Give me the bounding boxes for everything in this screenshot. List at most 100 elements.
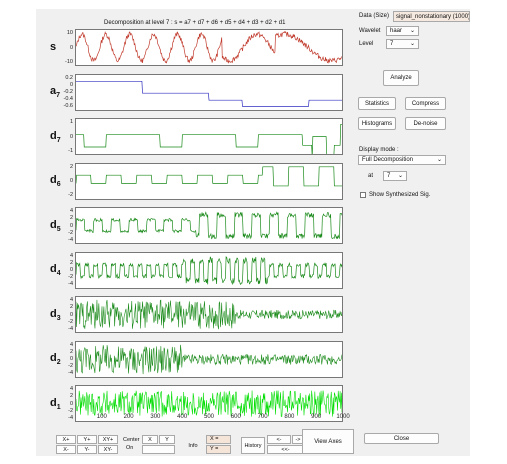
signal-line [76, 166, 342, 186]
panel-label-subscript: 1 [56, 403, 61, 411]
panel-signal-trace [76, 80, 342, 107]
panel-d6[interactable] [75, 162, 343, 200]
panel-label-text: d [50, 307, 57, 320]
y-tick-label: 10 [66, 30, 73, 37]
info-label: Info [188, 442, 198, 449]
wavelet-1d-window: Decomposition at level 7 : s = a7 + d7 +… [36, 9, 470, 456]
panel-d1[interactable] [75, 385, 343, 422]
y-tick-label: 1 [69, 119, 73, 126]
zoom-y-minus-button[interactable]: Y- [77, 445, 97, 454]
level-select[interactable]: 7 ⌄ [386, 39, 419, 49]
y-tick-label: -2 [68, 192, 73, 199]
at-level-select[interactable]: 7 ⌄ [383, 171, 407, 181]
panel-signal-trace [76, 123, 342, 154]
history-reset-button[interactable]: <<- [267, 445, 304, 454]
x-readout: X = [206, 435, 231, 444]
panel-label: d3 [50, 307, 61, 324]
chevron-down-icon: ⌄ [409, 41, 415, 47]
y-tick-label: 4 [69, 386, 73, 393]
x-tick-label: 700 [257, 414, 268, 420]
y-tick-label: 0 [69, 81, 73, 88]
panel-signal-trace [76, 390, 342, 417]
y-readout: Y = [206, 445, 231, 454]
panel-label-text: d [50, 218, 57, 231]
x-tick-label: 600 [230, 414, 241, 420]
y-tick-label: 0.2 [65, 74, 73, 81]
y-tick-label: -2 [68, 318, 73, 325]
y-tick-label: -0.2 [63, 89, 73, 95]
display-mode-label: Display mode : [359, 147, 399, 153]
y-tick-label: -4 [68, 370, 73, 377]
plot-area: Decomposition at level 7 : s = a7 + d7 +… [36, 9, 355, 425]
y-tick-label: 0 [69, 356, 73, 362]
panel-d4[interactable] [75, 251, 343, 289]
panel-d2[interactable] [75, 340, 343, 378]
compress-button[interactable]: Compress [405, 97, 446, 110]
center-x-button[interactable]: X [142, 435, 158, 444]
panel-signal-trace [76, 344, 342, 374]
zoom-x-minus-button[interactable]: X- [56, 445, 76, 454]
chevron-down-icon: ⌄ [397, 173, 403, 179]
analyze-button[interactable]: Analyze [383, 70, 419, 86]
history-button[interactable]: History [241, 437, 265, 454]
center-on-label: On [126, 445, 134, 451]
show-synthesized-label: Show Synthesized Sig. [369, 192, 431, 198]
signal-line [76, 255, 342, 285]
history-back-button[interactable]: <- [267, 435, 291, 444]
panel-signal-trace [76, 30, 342, 64]
y-tick-label: 2 [69, 259, 73, 266]
wavelet-select[interactable]: haar ⌄ [386, 26, 419, 36]
panel-label-subscript: 5 [56, 225, 61, 233]
control-panel: Data (Size) signal_nonstationary (1000) … [355, 9, 470, 456]
show-synthesized-checkbox[interactable] [360, 192, 366, 198]
y-tick-label: 2 [69, 163, 73, 170]
y-tick-label: 4 [69, 297, 73, 304]
signal-line [76, 344, 342, 374]
denoise-button[interactable]: De-noise [405, 117, 446, 130]
histograms-button[interactable]: Histograms [358, 117, 396, 130]
chevron-down-icon: ⌄ [436, 157, 442, 163]
zoom-x-plus-button[interactable]: X+ [56, 435, 76, 444]
y-tick-label: -4 [68, 414, 73, 421]
zoom-xy-plus-button[interactable]: XY+ [98, 435, 118, 444]
panel-label-subscript: 6 [56, 181, 61, 189]
view-axes-button[interactable]: View Axes [302, 429, 354, 454]
center-on-toggle[interactable] [142, 445, 175, 454]
panel-d5[interactable] [75, 207, 343, 244]
panel-label: d2 [50, 353, 61, 368]
zoom-y-plus-button[interactable]: Y+ [77, 435, 97, 444]
statistics-button[interactable]: Statistics [358, 97, 396, 110]
display-mode-value: Full Decomposition [362, 157, 414, 163]
panel-s[interactable] [75, 29, 343, 66]
y-tick-label: -10 [65, 58, 73, 65]
signal-line [76, 211, 342, 240]
signal-line [76, 80, 342, 107]
panel-label: a7 [50, 86, 60, 101]
signal-line [76, 30, 342, 64]
y-tick-label: 2 [69, 348, 73, 355]
center-y-button[interactable]: Y [159, 435, 175, 444]
panel-label: s [50, 41, 56, 53]
data-field: signal_nonstationary (1000) [393, 11, 470, 22]
y-tick-label: -2 [68, 229, 73, 236]
zoom-xy-minus-button[interactable]: XY- [98, 445, 118, 454]
at-level-value: 7 [387, 173, 391, 179]
y-tick-label: 0 [69, 178, 73, 184]
x-tick-label: 500 [203, 414, 214, 420]
y-tick-label: -4 [68, 281, 73, 288]
wavelet-label: Wavelet [359, 28, 381, 34]
signal-line [76, 390, 342, 417]
panel-d7[interactable] [75, 118, 343, 155]
close-button[interactable]: Close [364, 433, 439, 444]
display-mode-select[interactable]: Full Decomposition ⌄ [358, 155, 446, 165]
y-tick-label: -2 [68, 363, 73, 370]
x-tick-label: 200 [123, 414, 134, 420]
y-tick-label: -4 [68, 236, 73, 243]
y-tick-label: 2 [69, 393, 73, 400]
y-tick-label: 0 [69, 222, 73, 229]
panel-d3[interactable] [75, 296, 343, 333]
wavelet-value: haar [390, 28, 403, 34]
panel-label: d6 [50, 175, 61, 190]
y-tick-label: 0 [69, 267, 73, 273]
panel-a7[interactable] [75, 73, 343, 111]
